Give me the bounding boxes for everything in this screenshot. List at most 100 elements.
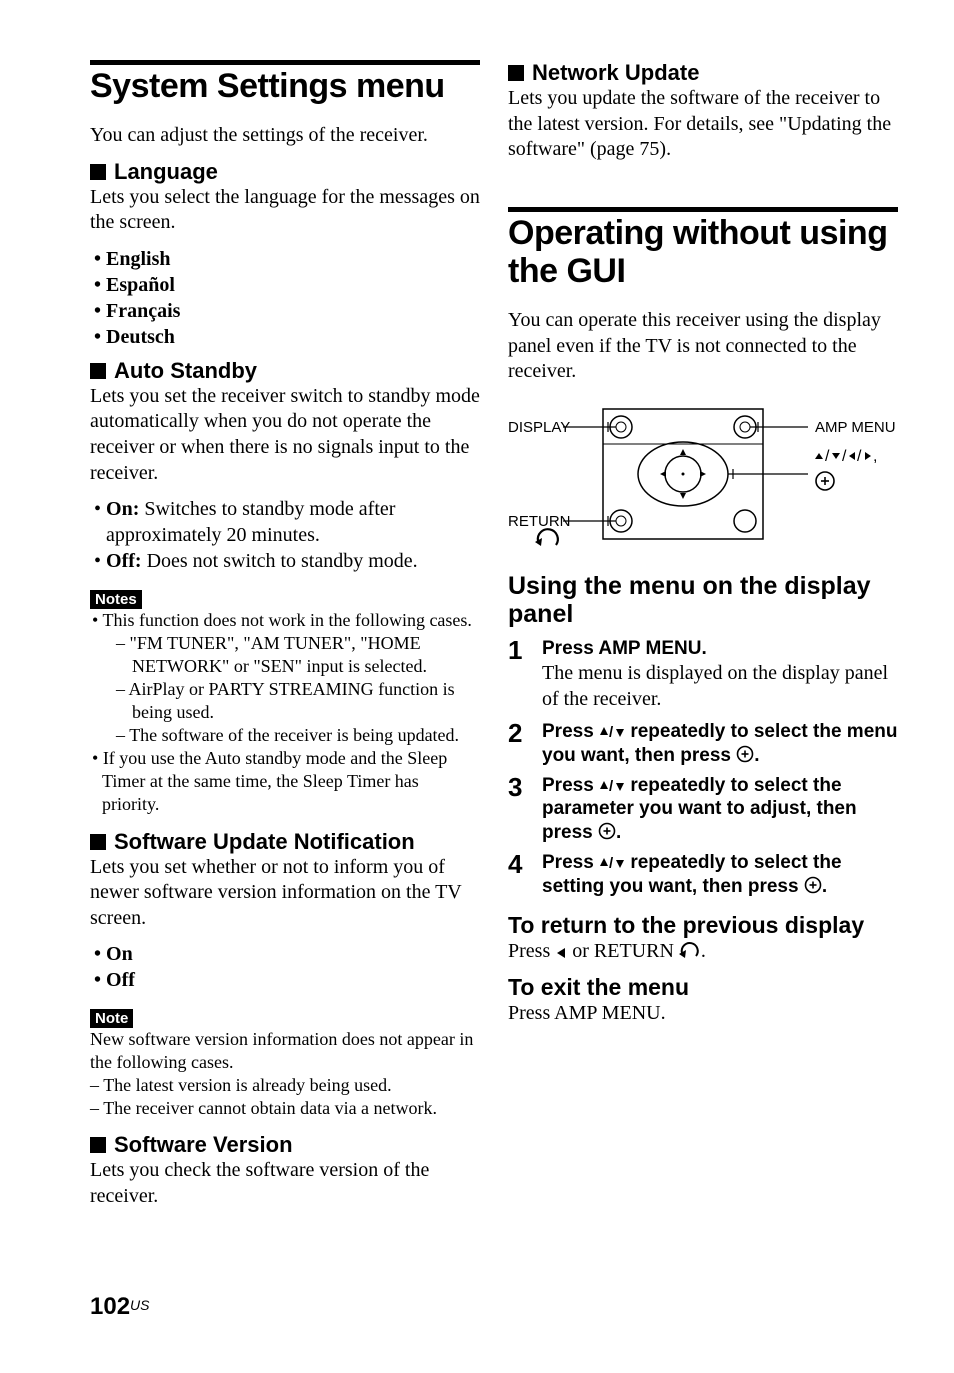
sun-options: On Off [90,941,480,993]
square-bullet-icon [90,164,106,180]
language-list: English Español Français Deutsch [90,246,480,350]
t-pre: Press [542,775,599,796]
notes-list: This function does not work in the follo… [90,609,480,816]
opt-label: Off: [106,550,142,572]
step-number: 1 [508,637,528,714]
right-intro: You can operate this receiver using the … [508,308,898,385]
list-item: On [90,941,480,967]
t-end: . [754,745,759,766]
step-title: Press / repeatedly to select the paramet… [542,774,898,845]
square-bullet-icon [90,363,106,379]
opt-label: On: [106,498,139,520]
square-bullet-icon [90,834,106,850]
step-title: Press / repeatedly to select the setting… [542,851,898,899]
ret-mid: or RETURN [567,940,679,962]
heading-text: Software Version [114,1132,293,1158]
return-icon [679,941,701,959]
svg-text:/: / [609,779,614,793]
heading-text: Software Update Notification [114,829,415,855]
diagram-label-display: DISPLAY [508,419,570,436]
t-end: . [822,876,827,897]
svg-text:/: / [842,448,847,465]
note-text: This function does not work in the follo… [102,610,471,630]
rule [90,60,480,65]
list-item: Español [90,272,480,298]
note-label: Note [90,1009,133,1028]
note-text: New software version information does no… [90,1028,480,1074]
remote-diagram: DISPLAY RETURN AMP MENU / / / , [508,399,898,554]
section-sun-heading: Software Update Notification [90,829,480,855]
step-title: Press / repeatedly to select the menu yo… [542,720,898,768]
section-sv-heading: Software Version [90,1132,480,1158]
up-down-arrows-icon: / [599,779,625,793]
step-3: 3 Press / repeatedly to select the param… [508,774,898,845]
list-item: Off [90,967,480,993]
left-title: System Settings menu [90,67,480,105]
enter-icon [736,745,754,763]
note-item: This function does not work in the follo… [90,609,480,747]
note-subitem: The receiver cannot obtain data via a ne… [90,1097,480,1120]
enter-icon [598,822,616,840]
section-language-heading: Language [90,159,480,185]
opt-text: Does not switch to standby mode. [142,550,418,572]
ret-pre: Press [508,940,555,962]
section-network-heading: Network Update [508,60,898,86]
note-subitem: "FM TUNER", "AM TUNER", "HOME NETWORK" o… [116,632,480,678]
section-sv-desc: Lets you check the software version of t… [90,1158,480,1209]
ret-end: . [701,940,706,962]
svg-text:/: / [609,725,614,739]
svg-text:,: , [873,448,877,465]
rule [508,207,898,212]
left-intro: You can adjust the settings of the recei… [90,123,480,149]
exit-heading: To exit the menu [508,974,898,1000]
step-2: 2 Press / repeatedly to select the menu … [508,720,898,768]
t-pre: Press [542,852,599,873]
return-body: Press or RETURN . [508,939,898,965]
step-number: 2 [508,720,528,768]
step-number: 3 [508,774,528,845]
page-footer: 102US [90,1293,150,1321]
svg-text:/: / [609,856,614,870]
section-language-desc: Lets you select the language for the mes… [90,185,480,236]
diagram-label-amp: AMP MENU [815,419,896,436]
heading-text: Language [114,159,218,185]
step-4: 4 Press / repeatedly to select the setti… [508,851,898,899]
step-1: 1 Press AMP MENU. The menu is displayed … [508,637,898,714]
page-region: US [130,1297,149,1313]
note-item: If you use the Auto standby mode and the… [90,747,480,816]
note-subitem: AirPlay or PARTY STREAMING function is b… [116,678,480,724]
note-subitem: The latest version is already being used… [90,1074,480,1097]
section-network-desc: Lets you update the software of the rece… [508,86,898,163]
notes-label: Notes [90,590,142,609]
page-number: 102 [90,1293,130,1320]
section-autostandby-heading: Auto Standby [90,358,480,384]
heading-text: Auto Standby [114,358,257,384]
section-autostandby-desc: Lets you set the receiver switch to stan… [90,384,480,486]
exit-body: Press AMP MENU. [508,1001,898,1027]
svg-text:/: / [825,448,830,465]
return-heading: To return to the previous display [508,912,898,938]
heading-text: Network Update [532,60,699,86]
up-down-arrows-icon: / [599,725,625,739]
up-down-arrows-icon: / [599,856,625,870]
note-sublist: "FM TUNER", "AM TUNER", "HOME NETWORK" o… [102,632,480,747]
t-end: . [616,822,621,843]
list-item: Off: Does not switch to standby mode. [90,548,480,574]
note-subitem: The software of the receiver is being up… [116,724,480,747]
right-column: Network Update Lets you update the softw… [508,60,898,1220]
step-number: 4 [508,851,528,899]
svg-text:/: / [857,448,862,465]
step-body-text: The menu is displayed on the display pan… [542,661,898,712]
menu-heading: Using the menu on the display panel [508,572,898,630]
list-item: On: Switches to standby mode after appro… [90,496,480,548]
list-item: Deutsch [90,324,480,350]
left-column: System Settings menu You can adjust the … [90,60,480,1220]
section-sun-desc: Lets you set whether or not to inform yo… [90,855,480,932]
list-item: English [90,246,480,272]
square-bullet-icon [90,1137,106,1153]
left-arrow-icon [555,947,567,959]
right-title: Operating without using the GUI [508,214,898,290]
opt-text: Switches to standby mode after approxima… [106,498,395,546]
square-bullet-icon [508,65,524,81]
enter-icon [804,876,822,894]
